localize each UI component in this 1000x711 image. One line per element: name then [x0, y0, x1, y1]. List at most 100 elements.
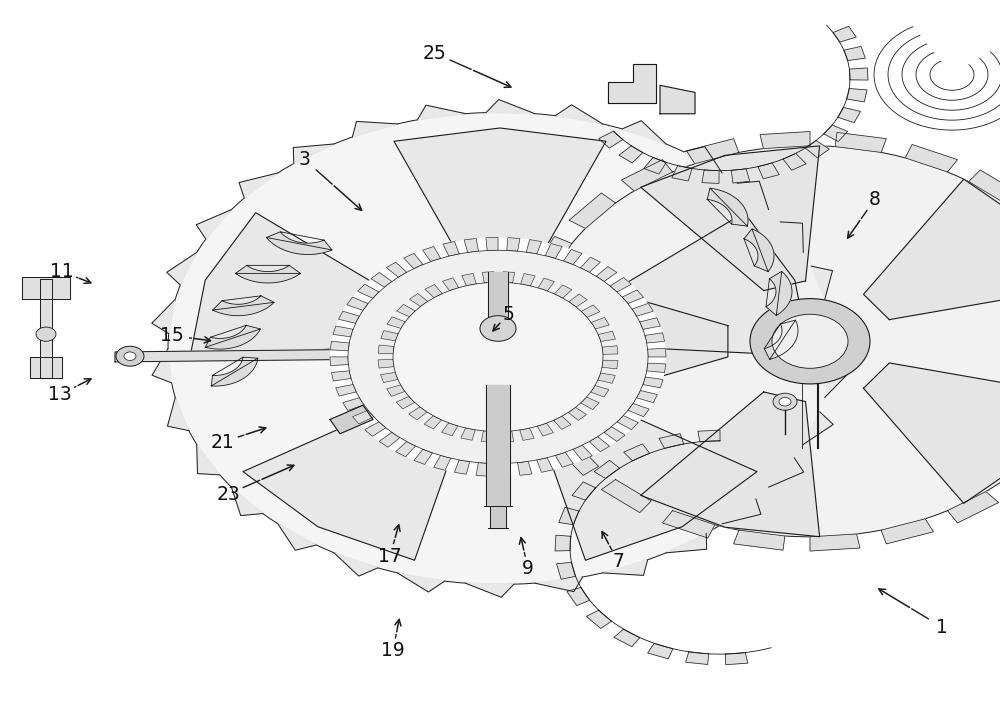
Circle shape — [750, 299, 870, 384]
Polygon shape — [521, 274, 535, 286]
Polygon shape — [235, 265, 301, 283]
Polygon shape — [648, 643, 673, 659]
Circle shape — [535, 146, 1000, 537]
Circle shape — [393, 282, 603, 432]
Polygon shape — [632, 304, 653, 316]
Polygon shape — [598, 373, 615, 383]
Polygon shape — [587, 610, 612, 629]
Polygon shape — [387, 317, 405, 328]
Polygon shape — [686, 652, 709, 665]
Polygon shape — [722, 499, 761, 524]
Polygon shape — [557, 562, 576, 579]
Polygon shape — [410, 294, 428, 306]
Polygon shape — [863, 363, 1000, 503]
Text: 8: 8 — [869, 190, 881, 208]
Polygon shape — [462, 274, 476, 286]
Polygon shape — [666, 533, 707, 553]
Polygon shape — [684, 146, 722, 173]
Polygon shape — [811, 266, 832, 299]
Polygon shape — [371, 272, 392, 287]
Polygon shape — [628, 403, 649, 417]
Polygon shape — [347, 297, 368, 311]
Polygon shape — [381, 331, 398, 341]
Polygon shape — [152, 299, 175, 333]
Polygon shape — [378, 345, 394, 353]
Text: 15: 15 — [160, 326, 184, 345]
Polygon shape — [167, 252, 197, 285]
Polygon shape — [622, 121, 666, 144]
Polygon shape — [425, 284, 442, 298]
Circle shape — [124, 352, 136, 360]
Polygon shape — [152, 348, 172, 383]
Circle shape — [773, 393, 797, 410]
Polygon shape — [758, 163, 779, 179]
Polygon shape — [731, 169, 750, 183]
Polygon shape — [905, 144, 958, 172]
Polygon shape — [196, 210, 231, 239]
Polygon shape — [608, 64, 656, 103]
Polygon shape — [486, 237, 498, 250]
Polygon shape — [948, 491, 999, 523]
Polygon shape — [725, 653, 748, 665]
Polygon shape — [22, 277, 70, 299]
Polygon shape — [205, 326, 260, 349]
Polygon shape — [589, 437, 610, 451]
Polygon shape — [844, 46, 865, 60]
Polygon shape — [760, 132, 810, 149]
Polygon shape — [396, 442, 415, 456]
Polygon shape — [835, 132, 886, 152]
Polygon shape — [379, 432, 400, 447]
Text: 5: 5 — [502, 305, 514, 324]
Polygon shape — [481, 431, 493, 442]
Polygon shape — [378, 360, 394, 368]
Polygon shape — [397, 573, 445, 592]
Polygon shape — [334, 553, 378, 576]
Polygon shape — [443, 242, 459, 256]
Polygon shape — [594, 460, 620, 479]
Polygon shape — [645, 333, 665, 343]
Polygon shape — [396, 397, 415, 409]
Text: 25: 25 — [423, 44, 447, 63]
Polygon shape — [563, 250, 582, 264]
Circle shape — [432, 300, 568, 397]
Text: 9: 9 — [522, 560, 534, 578]
Polygon shape — [532, 387, 757, 560]
Polygon shape — [602, 360, 618, 369]
Polygon shape — [803, 412, 833, 444]
Polygon shape — [643, 377, 663, 387]
Polygon shape — [443, 278, 459, 291]
Polygon shape — [737, 181, 769, 210]
Circle shape — [36, 327, 56, 341]
Polygon shape — [293, 144, 334, 164]
Polygon shape — [610, 277, 631, 292]
Polygon shape — [461, 428, 475, 440]
Polygon shape — [591, 318, 609, 329]
Polygon shape — [525, 392, 560, 429]
Text: 1: 1 — [936, 618, 948, 636]
Polygon shape — [805, 141, 829, 158]
Polygon shape — [455, 460, 470, 474]
Polygon shape — [640, 318, 660, 329]
Polygon shape — [535, 274, 728, 408]
Polygon shape — [686, 139, 739, 164]
Polygon shape — [40, 279, 52, 378]
Polygon shape — [486, 100, 535, 114]
Polygon shape — [734, 530, 785, 550]
Polygon shape — [783, 154, 806, 170]
Text: 7: 7 — [612, 552, 624, 571]
Polygon shape — [672, 166, 692, 181]
Polygon shape — [702, 170, 719, 183]
Polygon shape — [266, 232, 332, 255]
Circle shape — [348, 250, 648, 464]
Polygon shape — [969, 170, 1000, 203]
Text: 23: 23 — [216, 485, 240, 503]
Polygon shape — [769, 458, 804, 487]
Polygon shape — [662, 510, 715, 538]
Polygon shape — [619, 146, 643, 163]
Text: 11: 11 — [50, 262, 74, 281]
Polygon shape — [243, 387, 468, 560]
Polygon shape — [698, 430, 720, 442]
Polygon shape — [849, 68, 868, 80]
Polygon shape — [520, 428, 534, 440]
Polygon shape — [591, 385, 609, 397]
